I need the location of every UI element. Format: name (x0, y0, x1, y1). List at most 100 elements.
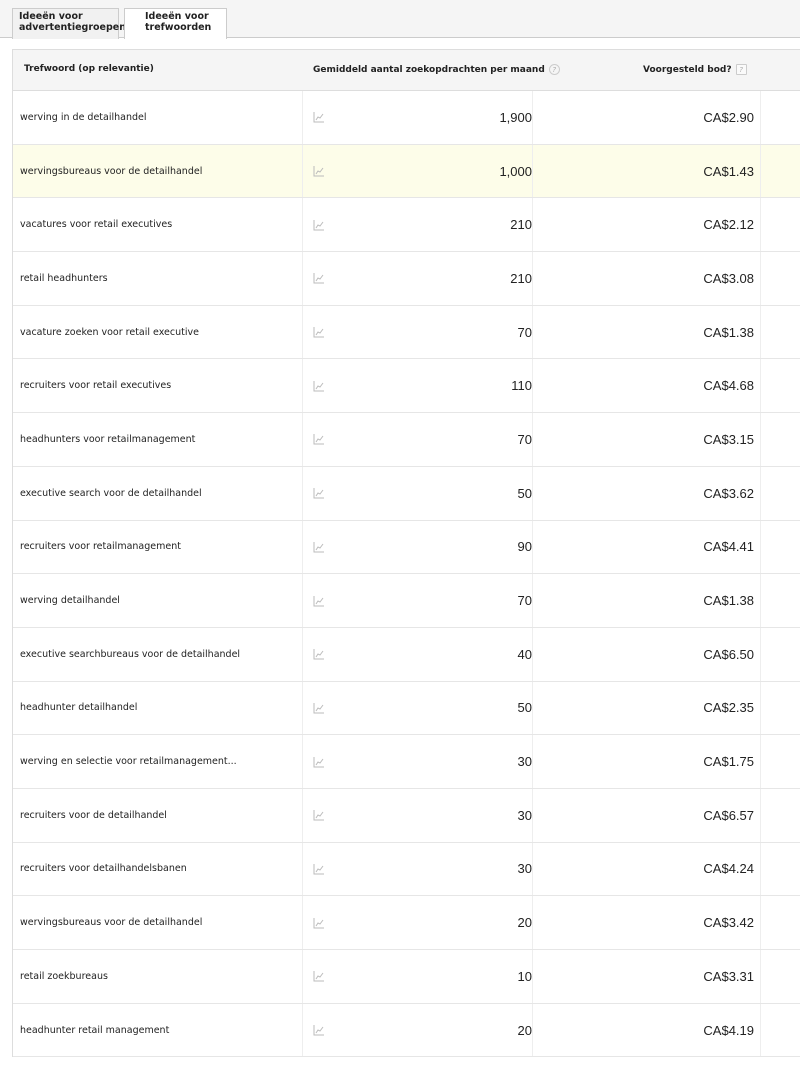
table-row[interactable]: retail zoekbureaus 10 CA$3.31 (13, 950, 800, 1004)
keyword-cell: werving in de detailhandel (20, 111, 147, 123)
keyword-cell: headhunter detailhandel (20, 702, 138, 714)
keyword-cell: recruiters voor retail executives (20, 380, 172, 392)
help-icon[interactable]: ? (548, 64, 560, 75)
trend-chart-icon[interactable] (302, 1003, 532, 1057)
keyword-cell: vacature zoeken voor retail executive (20, 326, 199, 338)
volume-cell: 30 (517, 861, 532, 877)
table-row[interactable]: recruiters voor de detailhandel 30 CA$6.… (13, 788, 800, 843)
table-row[interactable]: werving en selectie voor retailmanagemen… (13, 735, 800, 789)
table-row[interactable]: recruiters voor retail executives 110 CA… (13, 359, 800, 414)
keyword-cell: recruiters voor de detailhandel (20, 809, 167, 821)
keyword-cell: retail zoekbureaus (20, 970, 108, 982)
trend-chart-icon[interactable] (302, 413, 532, 466)
bid-cell: CA$1.43 (532, 144, 761, 198)
tab-bar: Ideeën voor advertentiegroepen Ideeën vo… (0, 0, 800, 39)
volume-cell: 110 (511, 378, 532, 394)
bid-cell: CA$1.38 (532, 574, 761, 627)
volume-cell: 1,900 (499, 109, 532, 125)
bid-cell: CA$2.90 (532, 91, 761, 144)
header-bid[interactable]: Voorgesteld bod?? (643, 64, 747, 75)
keyword-cell: recruiters voor retailmanagement (20, 541, 181, 553)
bid-cell: CA$3.62 (532, 466, 761, 520)
header-keyword[interactable]: Trefwoord (op relevantie) (24, 64, 154, 74)
table-row[interactable]: vacature zoeken voor retail executive 70… (13, 305, 800, 360)
help-icon[interactable]: ? (735, 64, 747, 75)
trend-chart-icon[interactable] (302, 466, 532, 520)
trend-chart-icon[interactable] (302, 950, 532, 1003)
trend-chart-icon[interactable] (302, 842, 532, 896)
volume-cell: 50 (517, 700, 532, 716)
table-row[interactable]: executive searchbureaus voor de detailha… (13, 627, 800, 682)
bid-cell: CA$3.15 (532, 413, 761, 466)
table-body: werving in de detailhandel 1,900 CA$2.90… (13, 91, 800, 1058)
trend-chart-icon[interactable] (302, 252, 532, 305)
bid-cell: CA$4.68 (532, 359, 761, 413)
table-row[interactable]: executive search voor de detailhandel 50… (13, 466, 800, 521)
header-volume-label: Gemiddeld aantal zoekopdrachten per maan… (313, 65, 545, 75)
table-row[interactable]: retail headhunters 210 CA$3.08 (13, 252, 800, 306)
bid-cell: CA$3.42 (532, 896, 761, 949)
bid-cell: CA$2.12 (532, 198, 761, 252)
trend-chart-icon[interactable] (302, 896, 532, 949)
volume-cell: 30 (517, 807, 532, 823)
keyword-cell: recruiters voor detailhandelsbanen (20, 863, 187, 875)
volume-cell: 70 (517, 324, 532, 340)
trend-chart-icon[interactable] (302, 735, 532, 788)
trend-chart-icon[interactable] (302, 198, 532, 252)
volume-cell: 20 (517, 1022, 532, 1038)
bid-cell: CA$6.57 (532, 788, 761, 842)
trend-chart-icon[interactable] (302, 627, 532, 681)
bid-cell: CA$4.24 (532, 842, 761, 896)
bid-cell: CA$2.35 (532, 681, 761, 735)
volume-cell: 10 (517, 968, 532, 984)
trend-chart-icon[interactable] (302, 574, 532, 627)
table-row[interactable]: wervingsbureaus voor de detailhandel 20 … (13, 896, 800, 950)
volume-cell: 40 (517, 646, 532, 662)
keyword-cell: wervingsbureaus voor de detailhandel (20, 165, 203, 177)
table-header: Trefwoord (op relevantie) Gemiddeld aant… (13, 49, 800, 91)
table-row[interactable]: werving detailhandel 70 CA$1.38 (13, 574, 800, 628)
volume-cell: 20 (517, 915, 532, 931)
keyword-cell: executive search voor de detailhandel (20, 487, 202, 499)
table-row[interactable]: recruiters voor detailhandelsbanen 30 CA… (13, 842, 800, 897)
table-row[interactable]: recruiters voor retailmanagement 90 CA$4… (13, 520, 800, 575)
tab-keyword-ideas[interactable]: Ideeën voor trefwoorden (124, 8, 227, 39)
table-row[interactable]: headhunter retail management 20 CA$4.19 (13, 1003, 800, 1058)
volume-cell: 30 (517, 754, 532, 770)
trend-chart-icon[interactable] (302, 788, 532, 842)
tab-ad-group-ideas[interactable]: Ideeën voor advertentiegroepen (12, 8, 126, 39)
trend-chart-icon[interactable] (302, 681, 532, 735)
bid-cell: CA$1.75 (532, 735, 761, 788)
bid-cell: CA$4.19 (532, 1003, 761, 1057)
trend-chart-icon[interactable] (302, 144, 532, 198)
header-bid-label: Voorgesteld bod? (643, 65, 732, 75)
keyword-table: Trefwoord (op relevantie) Gemiddeld aant… (12, 49, 800, 1058)
keyword-cell: werving en selectie voor retailmanagemen… (20, 756, 237, 768)
bid-cell: CA$3.31 (532, 950, 761, 1003)
bid-cell: CA$6.50 (532, 627, 761, 681)
bid-cell: CA$3.08 (532, 252, 761, 305)
volume-cell: 210 (510, 217, 532, 233)
trend-chart-icon[interactable] (302, 91, 532, 144)
trend-chart-icon[interactable] (302, 520, 532, 574)
volume-cell: 50 (517, 485, 532, 501)
volume-cell: 90 (517, 539, 532, 555)
keyword-cell: headhunter retail management (20, 1024, 170, 1036)
table-row[interactable]: wervingsbureaus voor de detailhandel 1,0… (13, 144, 800, 199)
trend-chart-icon[interactable] (302, 305, 532, 359)
keyword-cell: retail headhunters (20, 272, 108, 284)
keyword-cell: headhunters voor retailmanagement (20, 433, 196, 445)
keyword-cell: vacatures voor retail executives (20, 219, 173, 231)
bid-cell: CA$4.41 (532, 520, 761, 574)
volume-cell: 70 (517, 593, 532, 609)
table-row[interactable]: vacatures voor retail executives 210 CA$… (13, 198, 800, 253)
trend-chart-icon[interactable] (302, 359, 532, 413)
bid-cell: CA$1.38 (532, 305, 761, 359)
keyword-cell: werving detailhandel (20, 595, 120, 607)
header-volume[interactable]: Gemiddeld aantal zoekopdrachten per maan… (313, 64, 560, 75)
table-row[interactable]: headhunter detailhandel 50 CA$2.35 (13, 681, 800, 736)
table-row[interactable]: werving in de detailhandel 1,900 CA$2.90 (13, 91, 800, 145)
table-row[interactable]: headhunters voor retailmanagement 70 CA$… (13, 413, 800, 467)
volume-cell: 1,000 (499, 163, 532, 179)
volume-cell: 210 (510, 270, 532, 286)
